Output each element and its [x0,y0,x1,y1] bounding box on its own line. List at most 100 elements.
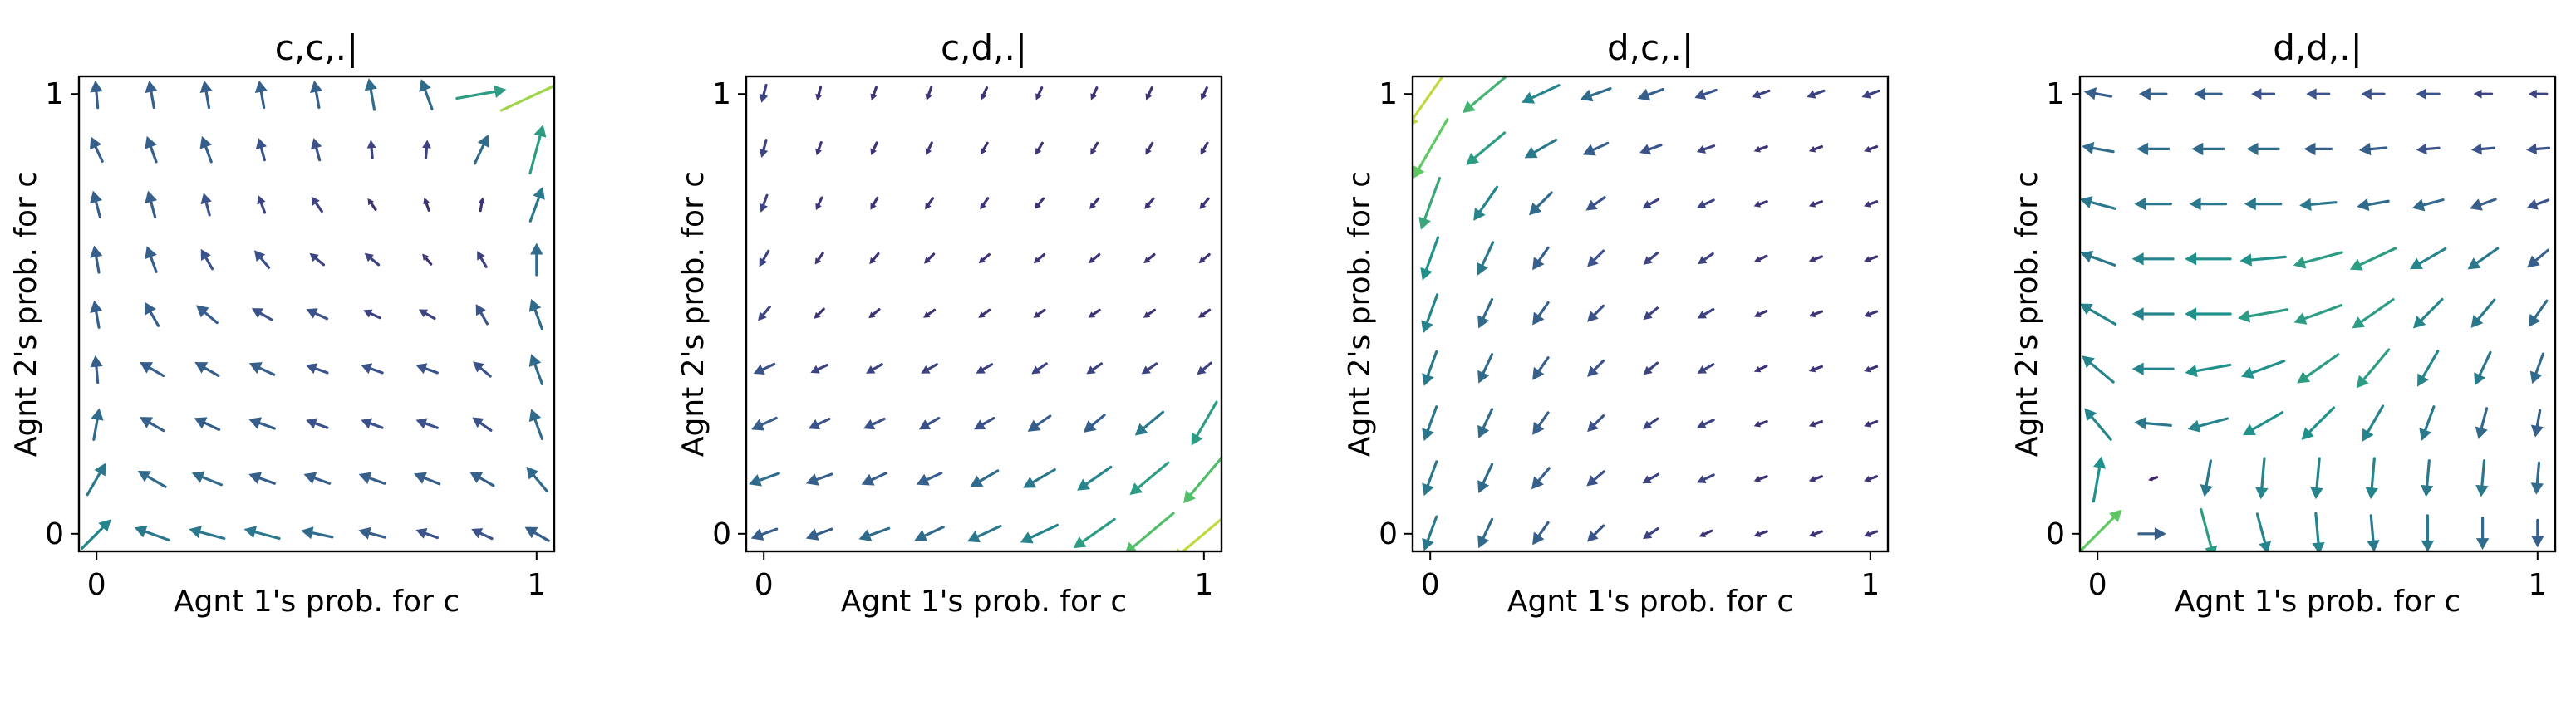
y-axis-label: Agnt 2's prob. for c [9,171,43,457]
quiver-arrow [815,86,823,101]
quiver-arrow [2255,512,2272,551]
quiver-arrow [916,472,943,486]
quiver-arrow [524,526,550,542]
quiver-arrow [1083,414,1106,433]
quiver-arrow [980,197,990,210]
quiver-arrow [1753,365,1768,373]
quiver-arrow [1031,362,1048,375]
quiver-arrow [1808,255,1823,262]
quiver-arrow [759,193,769,213]
subplot-title: d,c,.| [1607,27,1694,68]
quiver-arrow [2475,407,2489,440]
quiver-arrow [1580,87,1612,102]
quiver-arrow [2470,143,2495,155]
quiver-arrow [306,308,329,321]
quiver-arrow [1586,470,1605,487]
quiver-arrow [255,138,268,162]
quiver-arrow [254,80,268,110]
quiver-arrow [1477,408,1494,438]
quiver-arrow [303,472,332,485]
quiver-arrow [870,141,878,155]
quiver-arrow [1522,84,1561,104]
quiver-arrow [1642,198,1660,209]
subplot-title: d,d,.| [2273,27,2362,68]
quiver-arrow [759,139,769,159]
quiver-arrow [1694,88,1718,100]
x-tick-label: 0 [1421,568,1440,602]
quiver-arrow [1587,414,1605,433]
quiver-arrow [1808,419,1823,428]
quiver-arrow [1582,141,1610,156]
quiver-arrow [759,249,770,267]
quiver-arrow [2531,518,2544,548]
quiver-arrow [869,252,880,265]
quiver-arrow [1191,400,1218,446]
quiver-arrow [2530,409,2544,438]
quiver-arrow [2475,459,2489,497]
quiver-arrow [2362,404,2385,442]
x-tick-label: 1 [1194,568,1213,602]
quiver-arrow [2361,88,2386,100]
quiver-arrow [751,416,778,431]
quiver-arrow [251,308,273,321]
quiver-arrow [1532,246,1550,271]
quiver-arrow [145,246,158,273]
quiver-arrow [858,526,891,541]
quiver-arrow [1143,252,1156,264]
subplot-title: c,c,.| [275,27,358,68]
quiver-arrow [1698,529,1713,537]
quiver-arrow [2239,253,2287,267]
quiver-arrow [1418,176,1442,230]
quiver-arrow [925,141,933,155]
x-tick-label: 1 [527,568,546,602]
quiver-arrow [1753,200,1768,208]
quiver-arrow [815,141,823,156]
quiver-arrow [306,363,329,375]
quiver-arrow [2421,514,2435,551]
quiver-arrow [2310,457,2323,500]
quiver-arrow [759,83,769,103]
quiver-arrow [1023,468,1056,488]
quiver-arrow [2200,459,2213,497]
quiver-arrow [191,471,224,487]
quiver-arrow [2238,308,2289,323]
quiver-arrow [2244,197,2283,211]
quiver-arrow [1088,308,1101,318]
quiver-arrow [2297,353,2340,384]
quiver-arrow [914,526,945,542]
y-tick-label: 1 [712,77,731,111]
quiver-arrow [2138,87,2168,100]
quiver-arrow [2134,197,2172,211]
quiver-arrow [2185,252,2232,266]
quiver-arrow [925,197,935,210]
quiver-arrow [1477,353,1494,384]
quiver-arrow [805,527,833,541]
y-axis-label: Agnt 2's prob. for c [2010,171,2044,457]
quiver-arrow [2412,297,2444,329]
quiver-arrow [980,86,989,100]
quiver-arrow [1077,465,1113,491]
quiver-arrow [1421,293,1439,334]
subplot-4: d,d,.| 0 1 0 1 Agnt 1's prob. for c Agnt 2's p… [2010,27,2557,619]
quiver-arrow [473,134,489,165]
quiver-arrow [1808,475,1823,482]
quiver-arrow [415,363,439,375]
axes-frame [1411,75,1890,553]
quiver-arrow [90,136,104,163]
quiver-arrow [1864,310,1879,318]
quiver-arrow [1585,196,1606,211]
quiver-arrow [2409,247,2447,270]
quiver-arrow [361,363,384,375]
quiver-arrow [1861,89,1880,99]
quiver-arrow [2080,303,2117,326]
quiver-arrow [423,197,430,212]
quiver-arrow [499,84,554,112]
quiver-arrow [306,418,329,429]
quiver-arrow [2306,88,2331,100]
x-tick-label: 1 [2528,568,2547,602]
quiver-arrow [2527,248,2550,268]
quiver-arrow [750,527,779,541]
quiver-arrow [2416,88,2441,100]
quiver-arrow [311,196,323,213]
quiver-arrow [814,252,824,265]
